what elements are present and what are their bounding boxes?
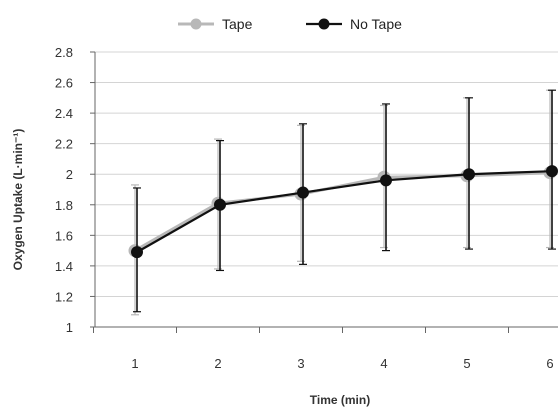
y-tick-label: 2.2 xyxy=(55,137,73,152)
legend: Tape No Tape xyxy=(178,16,402,32)
x-tick-labels: 1 2 3 4 5 6 xyxy=(131,356,553,371)
legend-swatch-marker xyxy=(190,18,202,30)
x-tick-label: 5 xyxy=(463,356,470,371)
series-line xyxy=(134,171,551,252)
legend-label: Tape xyxy=(222,16,253,32)
y-tick-label: 2 xyxy=(66,167,73,182)
y-tick-label: 1 xyxy=(66,320,73,335)
y-tick-label: 2.6 xyxy=(55,76,73,91)
axes xyxy=(90,51,558,333)
data-point xyxy=(214,198,226,211)
legend-label: No Tape xyxy=(350,16,402,32)
series-line xyxy=(136,170,553,254)
y-axis-label: Oxygen Uptake (L·min⁻¹) xyxy=(11,129,25,271)
x-axis-label: Time (min) xyxy=(310,393,370,407)
data-point xyxy=(380,174,392,187)
legend-swatch-marker xyxy=(318,18,330,30)
x-tick-label: 1 xyxy=(131,356,138,371)
x-tick-label: 4 xyxy=(380,356,387,371)
series-tape xyxy=(128,89,557,316)
data-point xyxy=(131,246,143,259)
data-point xyxy=(297,186,309,199)
series xyxy=(128,89,558,316)
data-point xyxy=(463,168,475,181)
y-tick-label: 1.8 xyxy=(55,198,73,213)
data-point xyxy=(546,165,558,178)
y-tick-label: 1.6 xyxy=(55,228,73,243)
y-tick-label: 2.4 xyxy=(55,106,73,121)
y-tick-label: 1.4 xyxy=(55,259,73,274)
grid xyxy=(95,51,558,297)
y-tick-labels: 1 1.2 1.4 1.6 1.8 2 2.2 2.4 2.6 2.8 xyxy=(55,45,73,335)
x-tick-label: 2 xyxy=(214,356,221,371)
x-tick-label: 3 xyxy=(297,356,304,371)
x-tick-label: 6 xyxy=(546,356,553,371)
y-tick-label: 2.8 xyxy=(55,45,73,60)
series-no-tape xyxy=(131,89,558,313)
y-tick-label: 1.2 xyxy=(55,289,73,304)
